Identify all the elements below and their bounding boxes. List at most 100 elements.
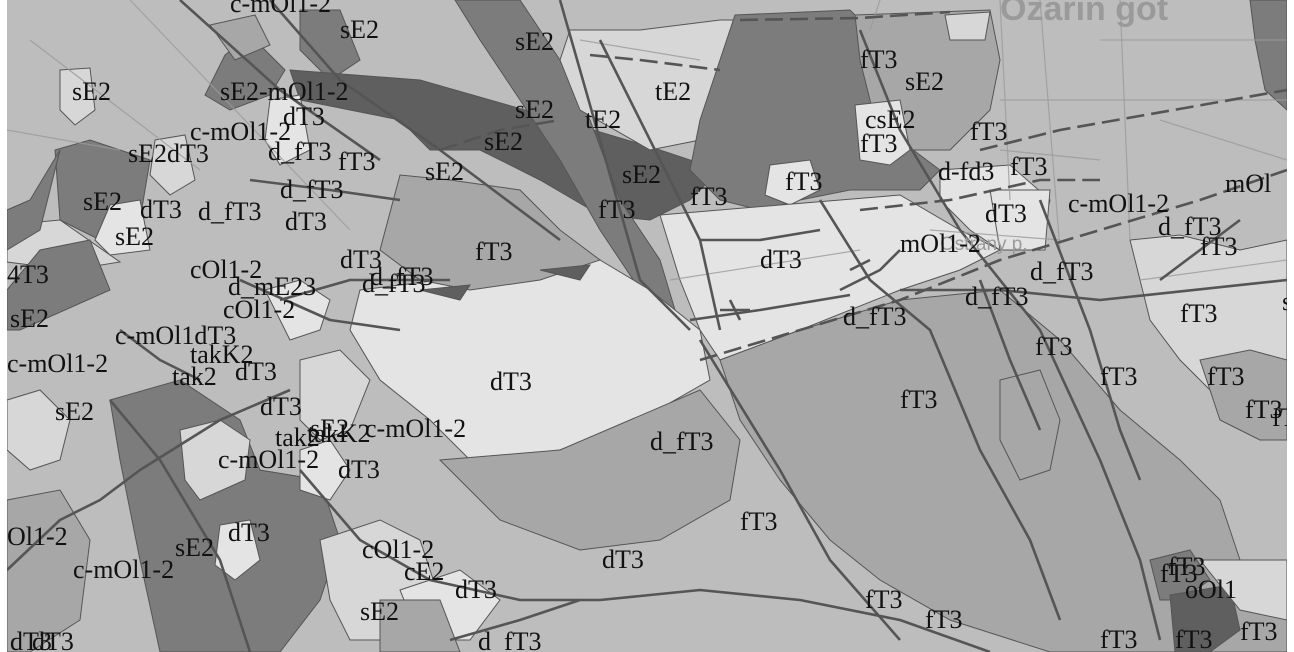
unit-label: sE2 (83, 187, 122, 216)
village-name-label: Ostrany p. (940, 234, 1028, 255)
geological-unit-28 (1169, 584, 1241, 652)
unit-label: sE2 (115, 222, 154, 251)
unit-label: oOl1 (1185, 575, 1237, 604)
unit-label: sE2-mOl1-2 (220, 77, 349, 106)
fault-line-19 (689, 293, 851, 322)
unit-label: dT3 (602, 545, 644, 574)
geological-unit-26 (1249, 0, 1288, 112)
geological-unit-8 (299, 9, 361, 81)
unit-label: c-mOl1-2 (7, 349, 108, 378)
geological-unit-22 (438, 389, 741, 551)
unit-label: dT3 (760, 245, 802, 274)
unit-label: fT3 (1100, 625, 1138, 652)
geological-unit-34 (59, 67, 96, 126)
geological-unit-43 (999, 369, 1061, 481)
geological-unit-38 (299, 349, 371, 441)
road-line-14 (869, 0, 881, 31)
fault-line-15 (279, 278, 450, 302)
road-line-9 (129, 0, 351, 231)
geological-unit-33 (6, 389, 71, 471)
unit-label: 4T3 (7, 260, 49, 289)
unit-label: dT3 (338, 455, 380, 484)
fault-line-10 (6, 388, 291, 571)
unit-label: c-mOl1-2 (218, 445, 319, 474)
geological-units-layer (6, 0, 1288, 652)
geological-unit-19 (989, 189, 1051, 251)
fault-line-16 (119, 328, 201, 382)
unit-label: takK2 (190, 340, 254, 369)
unit-label: fT3 (860, 129, 898, 158)
geological-unit-14 (944, 11, 991, 41)
unit-label: tak2 (275, 423, 320, 452)
unit-label: sE2 (72, 77, 111, 106)
unit-label: d_fT3 (198, 197, 262, 226)
unit-label: d_fT3 (268, 137, 332, 166)
unit-label: csE2 (865, 105, 916, 134)
unit-label: cOl1-2 (190, 255, 262, 284)
road-line-11 (669, 249, 861, 281)
unit-label: dT3 (260, 392, 302, 421)
fault-line-7 (1038, 199, 1142, 481)
unit-label: mOl1-2 (900, 229, 981, 258)
roads-layer (6, 0, 1288, 281)
unit-label: tE2 (585, 105, 621, 134)
unit-label: dT3 (455, 575, 497, 604)
unit-label: fT3 (1207, 362, 1245, 391)
fault-line-21 (900, 278, 1288, 302)
faults-layer (6, 0, 1288, 652)
unit-label: sE2 (55, 397, 94, 426)
fault-line-30 (849, 258, 871, 272)
geological-unit-44 (539, 264, 592, 281)
town-name-label: Ozarin got (1000, 0, 1168, 28)
unit-label: d_fT3 (280, 175, 344, 204)
road-line-2 (1039, 0, 1061, 251)
fault-line-9 (179, 0, 381, 162)
unit-label: c-mOl1-2 (190, 117, 291, 146)
unit-label: sE2 (360, 597, 399, 626)
unit-label: sE2 (425, 157, 464, 186)
fault-line-29 (720, 299, 750, 321)
geological-unit-17 (659, 194, 1002, 361)
unit-label: dT3 (10, 627, 52, 652)
geological-unit-27 (1149, 549, 1211, 601)
unit-label: c-mOl1-2 (365, 414, 466, 443)
unit-label: mOl (1225, 169, 1271, 198)
unit-label: dT3 (340, 245, 382, 274)
unit-label: c-mOl1-2 (230, 0, 331, 18)
unit-label: fT3 (1010, 152, 1048, 181)
unit-label: d_fT3 (1158, 212, 1222, 241)
unit-label: fT3 (970, 117, 1008, 146)
unit-label: dT3 (283, 102, 325, 131)
unit-label: fT3 (900, 385, 938, 414)
fault-line-23 (739, 10, 951, 22)
unit-label: fT3 (1168, 552, 1206, 581)
unit-label: tE2 (655, 77, 691, 106)
unit-label: c-mOl1-2 (73, 555, 174, 584)
unit-label: cOl1-2 (223, 295, 295, 324)
unit-label: d-fd3 (938, 157, 994, 186)
fault-line-1 (558, 0, 691, 331)
fault-line-5 (858, 29, 1162, 641)
background-text-layer: Ozarin got Ostrany p. (940, 0, 1168, 255)
fault-line-24 (589, 53, 721, 72)
unit-label: sE2 (515, 95, 554, 124)
unit-label: dT3 (235, 357, 277, 386)
geological-unit-7 (94, 199, 151, 256)
fault-line-4 (818, 199, 1062, 621)
fault-line-13 (449, 598, 581, 642)
map-frame-right (1287, 0, 1294, 652)
geological-unit-42 (6, 489, 91, 652)
unit-label: fT3 (925, 605, 963, 634)
unit-label: fT3 (690, 182, 728, 211)
geological-unit-35 (264, 94, 311, 166)
unit-label: sE2 (515, 27, 554, 56)
unit-label: fT3 (598, 195, 636, 224)
unit-label: fT3 (1100, 362, 1138, 391)
unit-label: fT3 (338, 147, 376, 176)
unit-label: d_fT3 (965, 282, 1029, 311)
unit-label: fT3 (785, 167, 823, 196)
fault-line-25 (439, 118, 561, 152)
